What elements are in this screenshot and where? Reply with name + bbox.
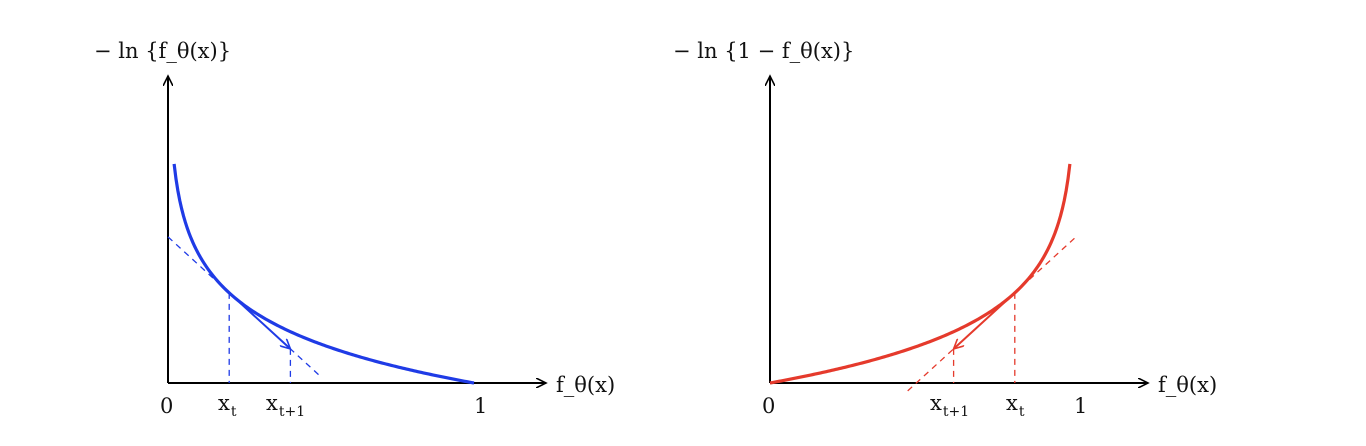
right-panel: − ln {1 − f_θ(x)} f_θ(x) 0 1 xt+1 xt	[673, 39, 1217, 420]
right-step-arrow	[954, 292, 1016, 349]
left-step-arrow	[228, 292, 290, 349]
left-x-axis-label: f_θ(x)	[556, 373, 615, 397]
right-label-x-t: xt	[1006, 391, 1025, 420]
right-label-x-t1: xt+1	[930, 391, 969, 420]
left-y-axis-label: − ln {f_θ(x)}	[94, 39, 231, 63]
right-y-axis-label: − ln {1 − f_θ(x)}	[673, 39, 854, 63]
right-x-axis-label: f_θ(x)	[1158, 373, 1217, 397]
left-neg-log-curve	[172, 163, 475, 385]
left-tick-one: 1	[474, 394, 487, 418]
right-neg-log-one-minus-curve	[769, 163, 1072, 385]
right-tick-zero: 0	[762, 394, 775, 418]
left-tick-zero: 0	[160, 394, 173, 418]
left-panel: − ln {f_θ(x)} f_θ(x) 0 1 xt xt+1	[94, 39, 615, 420]
left-label-x-t: xt	[218, 391, 237, 420]
left-label-x-t1: xt+1	[266, 391, 305, 420]
right-tick-one: 1	[1074, 394, 1087, 418]
